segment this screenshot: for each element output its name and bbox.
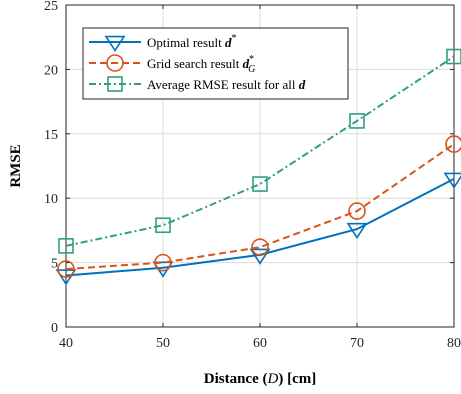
legend: Optimal result d* Grid search result d* G A… [82, 27, 349, 100]
y-tick-label: 25 [44, 0, 58, 14]
series-point [251, 238, 269, 256]
y-tick-label: 20 [44, 63, 58, 78]
series-point [55, 269, 77, 286]
series-layer [55, 48, 461, 286]
y-tick-label: 10 [44, 192, 58, 207]
series-0 [55, 172, 461, 286]
series-point [445, 135, 461, 153]
legend-marker [104, 35, 126, 53]
legend-label: Grid search result d* G [147, 54, 255, 75]
x-tick-label: 50 [156, 336, 170, 351]
legend-label: Optimal result d* [147, 33, 237, 50]
series-point [58, 238, 74, 254]
y-tick-label: 15 [44, 128, 58, 143]
series-point [155, 217, 171, 234]
series-point [252, 176, 268, 192]
x-tick-label: 70 [350, 336, 364, 351]
series-1 [57, 135, 461, 278]
series-point [154, 253, 172, 272]
legend-marker [107, 76, 123, 92]
series-point [249, 248, 271, 265]
y-axis-title: RMSE [8, 144, 24, 187]
series-2 [58, 48, 461, 254]
series-point [346, 222, 368, 240]
series-point [446, 48, 461, 65]
legend-marker [106, 54, 124, 72]
series-line [65, 55, 455, 247]
series-point [57, 260, 75, 278]
x-tick-label: 80 [447, 336, 461, 351]
series-point [348, 202, 366, 220]
y-tick-label: 5 [51, 257, 58, 272]
x-tick-label: 60 [253, 336, 267, 351]
axis-ticks: 40 50 60 70 80 0 5 10 15 20 25 [44, 0, 461, 351]
legend-label: Average RMSE result for all d [147, 77, 306, 92]
series-point [349, 113, 365, 129]
y-tick-label: 0 [51, 321, 58, 336]
x-tick-label: 40 [59, 336, 73, 351]
series-point [443, 172, 461, 189]
x-axis-title: Distance (D) [cm] [204, 371, 316, 387]
